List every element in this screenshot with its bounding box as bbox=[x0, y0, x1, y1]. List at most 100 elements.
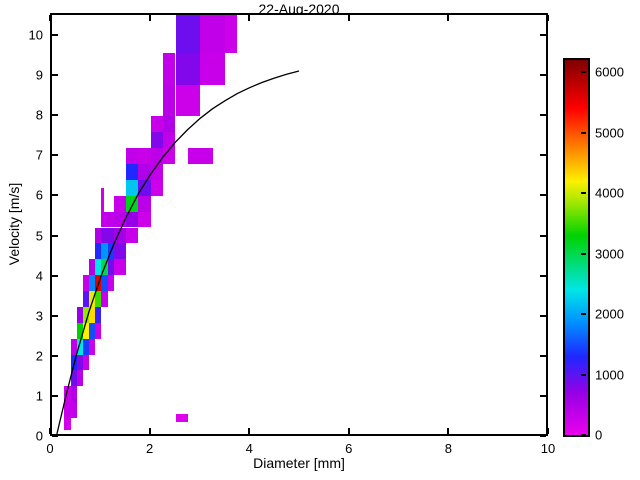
colorbar-gradient bbox=[565, 60, 588, 436]
y-tick-label: 7 bbox=[35, 147, 43, 163]
heatmap-cell bbox=[113, 227, 127, 244]
y-tick-label: 10 bbox=[28, 27, 43, 43]
x-tick-label: 2 bbox=[145, 441, 154, 456]
x-tick-label: 4 bbox=[245, 441, 253, 456]
heatmap-cell bbox=[64, 418, 71, 431]
heatmap-cell bbox=[163, 148, 176, 164]
heatmap-cell bbox=[70, 370, 77, 387]
heatmap-cell bbox=[138, 195, 151, 212]
heatmap-cell bbox=[107, 275, 114, 292]
heatmap-cell bbox=[70, 386, 77, 403]
colorbar-tick-label: 1000 bbox=[595, 367, 624, 383]
heatmap-cell bbox=[150, 163, 164, 180]
heatmap-cell bbox=[76, 338, 83, 355]
heatmap-cell bbox=[138, 163, 151, 180]
heatmap-cell bbox=[150, 116, 164, 133]
heatmap-cell bbox=[126, 227, 139, 244]
heatmap-cell bbox=[126, 211, 139, 228]
colorbar-tick-label: 6000 bbox=[595, 64, 624, 80]
heatmap-cell bbox=[138, 148, 151, 164]
heatmap-cell bbox=[82, 275, 90, 292]
heatmap-cell bbox=[89, 322, 96, 339]
heatmap-cell bbox=[126, 179, 139, 196]
colorbar-tick-mark bbox=[581, 313, 586, 316]
heatmap-cell bbox=[89, 275, 96, 292]
x-tick-label: 6 bbox=[345, 441, 353, 456]
heatmap-cell bbox=[76, 354, 83, 371]
colorbar-tick-mark bbox=[581, 71, 586, 74]
colorbar: 0 1000 2000 3000 4000 5000 6000 bbox=[563, 58, 624, 443]
heatmap-cell bbox=[163, 116, 176, 133]
heatmap-cell bbox=[101, 243, 108, 260]
heatmap-cell bbox=[70, 354, 77, 371]
colorbar-tick-mark bbox=[581, 192, 586, 195]
y-tick-label: 3 bbox=[35, 308, 43, 324]
colorbar-tick-mark bbox=[581, 373, 586, 376]
y-tick-label: 2 bbox=[35, 348, 43, 364]
heatmap-cell bbox=[113, 243, 127, 260]
heatmap-cell bbox=[113, 195, 127, 212]
heatmap-cell bbox=[175, 84, 201, 117]
heatmap-cell bbox=[126, 148, 139, 164]
y-axis-label: Velocity [m/s] bbox=[6, 182, 22, 266]
y-tick-label: 8 bbox=[35, 107, 43, 123]
heatmap-cell bbox=[150, 132, 164, 149]
heatmap-cell bbox=[89, 291, 96, 307]
heatmap-cell bbox=[113, 259, 127, 276]
heatmap-cell bbox=[107, 211, 114, 228]
heatmap-cell bbox=[107, 259, 114, 276]
colorbar-tick-mark bbox=[581, 131, 586, 134]
heatmap-cell bbox=[175, 414, 188, 423]
heatmap-cell bbox=[138, 211, 151, 228]
heatmap-cell bbox=[82, 322, 90, 339]
heatmap-cell bbox=[163, 52, 176, 85]
heatmap-cell bbox=[76, 322, 83, 339]
heatmap-cell bbox=[138, 179, 151, 196]
heatmap-cell bbox=[163, 84, 176, 117]
heatmap-cell bbox=[82, 291, 90, 307]
heatmap-cell bbox=[150, 179, 164, 196]
heatmap-cell bbox=[163, 132, 176, 149]
heatmap-cell bbox=[101, 227, 108, 244]
heatmap-cell bbox=[107, 227, 114, 244]
heatmap-cell bbox=[101, 291, 108, 307]
heatmap-cell bbox=[76, 306, 83, 323]
heatmap-cell bbox=[175, 52, 201, 85]
y-tick-label: 0 bbox=[35, 428, 43, 444]
x-tick-label: 10 bbox=[540, 441, 556, 456]
heatmap-cell bbox=[64, 386, 71, 403]
heatmap-cell bbox=[95, 306, 102, 323]
y-tick-label: 5 bbox=[35, 228, 43, 244]
heatmap-cell bbox=[70, 402, 77, 419]
heatmap-cell bbox=[95, 259, 102, 276]
heatmap-cell bbox=[70, 338, 77, 355]
heatmap-cell bbox=[101, 211, 108, 228]
y-tick-label: 4 bbox=[35, 268, 43, 284]
heatmap-cell bbox=[200, 52, 225, 85]
colorbar-tick-label: 2000 bbox=[595, 306, 624, 322]
colorbar-tick-label: 3000 bbox=[595, 246, 624, 262]
heatmap-cell bbox=[64, 402, 71, 419]
heatmap-cell bbox=[82, 354, 90, 371]
colorbar-tick-label: 4000 bbox=[595, 185, 624, 201]
heatmap-cell bbox=[89, 306, 96, 323]
plot-area bbox=[50, 13, 548, 436]
colorbar-tick-label: 0 bbox=[595, 427, 603, 443]
x-tick-label: 0 bbox=[46, 441, 54, 456]
heatmap-cell bbox=[95, 243, 102, 260]
heatmap-cell bbox=[126, 163, 139, 180]
x-tick-label: 8 bbox=[444, 441, 453, 456]
y-tick-label: 9 bbox=[35, 67, 43, 83]
heatmap-cell bbox=[224, 15, 238, 53]
colorbar-tick-label: 5000 bbox=[595, 125, 624, 141]
y-tick-label: 6 bbox=[35, 187, 43, 203]
terminal-velocity-curve bbox=[56, 70, 300, 434]
heatmap-cell bbox=[101, 275, 108, 292]
heatmap-cell bbox=[101, 187, 105, 212]
heatmap-cell bbox=[89, 259, 96, 276]
heatmap-cell bbox=[187, 148, 213, 164]
heatmap-cell bbox=[89, 338, 96, 355]
heatmap-cell bbox=[76, 370, 83, 387]
colorbar-tick-mark bbox=[581, 252, 586, 255]
